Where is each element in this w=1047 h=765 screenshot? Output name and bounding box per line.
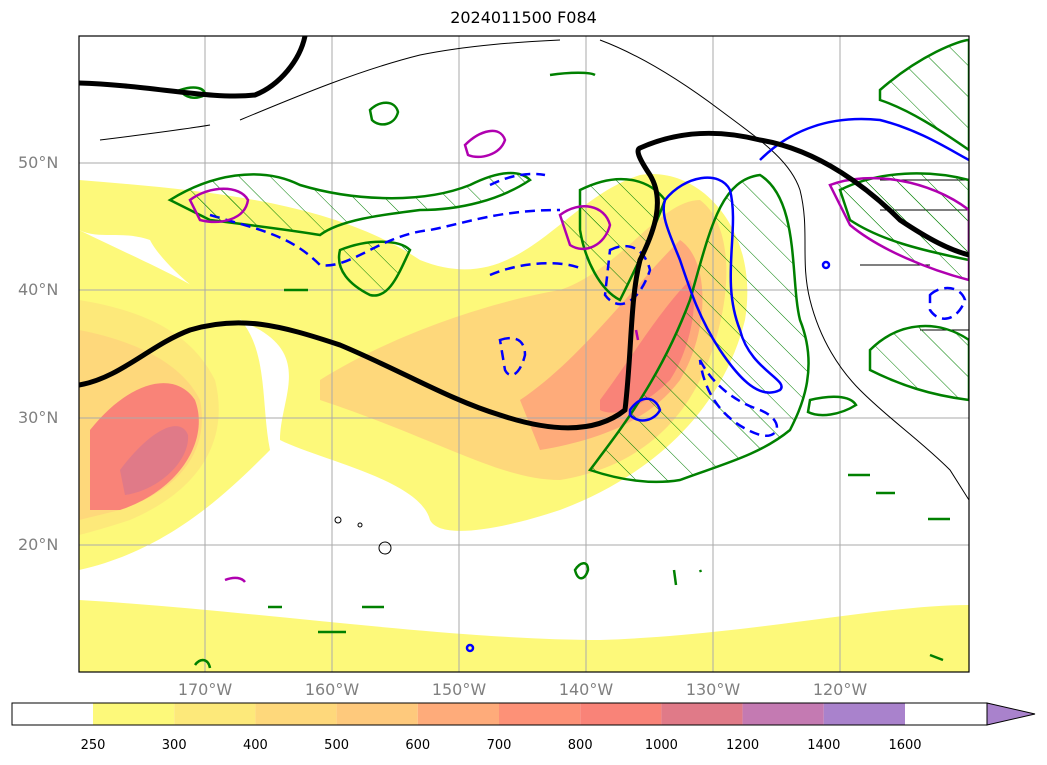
magenta-contours xyxy=(188,129,969,583)
colorbar-cell xyxy=(499,703,581,725)
colorbar-extend-arrow xyxy=(986,702,1036,726)
colorbar-cell xyxy=(742,703,824,725)
lon-label-150w: 150°W xyxy=(431,680,487,699)
colorbar-cell xyxy=(255,703,337,725)
colorbar-cell xyxy=(336,703,418,725)
colorbar-cell xyxy=(12,703,93,725)
map-frame xyxy=(78,35,970,673)
colorbar-cell xyxy=(580,703,662,725)
lat-label-20n: 20°N xyxy=(18,535,59,554)
lon-label-130w: 130°W xyxy=(685,680,741,699)
lon-label-160w: 160°W xyxy=(304,680,360,699)
lon-label-170w: 170°W xyxy=(177,680,233,699)
colorbar-tick-label: 1000 xyxy=(644,738,678,753)
lat-label-50n: 50°N xyxy=(18,153,59,172)
colorbar-tick-label: 800 xyxy=(567,738,593,753)
lat-label-40n: 40°N xyxy=(18,280,59,299)
colorbar-cell xyxy=(93,703,175,725)
colorbar-tick-label: 600 xyxy=(405,738,431,753)
colorbar-cell xyxy=(823,703,905,725)
colorbar-cell xyxy=(174,703,256,725)
lon-label-120w: 120°W xyxy=(812,680,868,699)
colorbar-tick-label: 1600 xyxy=(888,738,922,753)
colorbar-tick-label: 400 xyxy=(242,738,268,753)
black-contours xyxy=(79,36,969,431)
blue-contours xyxy=(209,117,969,653)
colorbar-tick-label: 250 xyxy=(80,738,106,753)
colorbar-tick-label: 1400 xyxy=(807,738,841,753)
colorbar-tick-label: 300 xyxy=(161,738,187,753)
lon-label-140w: 140°W xyxy=(558,680,614,699)
colorbar-tick-label: 700 xyxy=(486,738,512,753)
lat-label-30n: 30°N xyxy=(18,408,59,427)
colorbar-frame xyxy=(11,702,988,726)
map-title: 2024011500 F084 xyxy=(450,8,597,27)
colorbar-cell xyxy=(417,703,499,725)
colorbar-tick-label: 1200 xyxy=(726,738,760,753)
colorbar-cell xyxy=(661,703,743,725)
colorbar-tick-label: 500 xyxy=(324,738,350,753)
